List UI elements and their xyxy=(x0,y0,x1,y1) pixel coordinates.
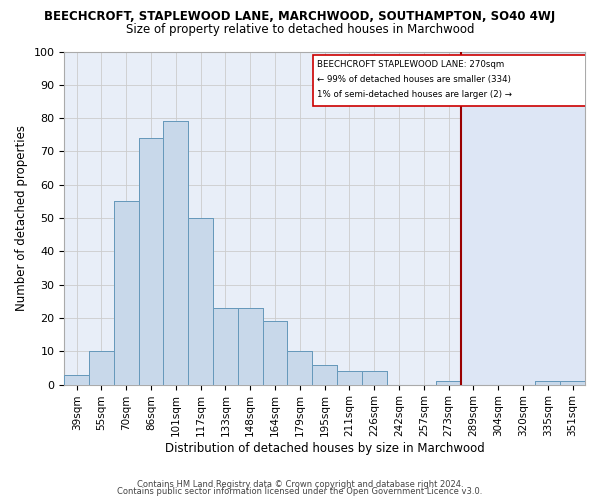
Bar xyxy=(89,352,114,384)
Bar xyxy=(64,374,89,384)
Bar xyxy=(287,352,312,384)
Bar xyxy=(213,308,238,384)
Y-axis label: Number of detached properties: Number of detached properties xyxy=(15,125,28,311)
Bar xyxy=(535,382,560,384)
Bar xyxy=(238,308,263,384)
Bar xyxy=(312,364,337,384)
Text: Size of property relative to detached houses in Marchwood: Size of property relative to detached ho… xyxy=(126,22,474,36)
Bar xyxy=(560,382,585,384)
Bar xyxy=(337,372,362,384)
Bar xyxy=(64,374,89,384)
Bar xyxy=(188,218,213,384)
Bar xyxy=(188,218,213,384)
Bar xyxy=(213,308,238,384)
Text: BEECHCROFT, STAPLEWOOD LANE, MARCHWOOD, SOUTHAMPTON, SO40 4WJ: BEECHCROFT, STAPLEWOOD LANE, MARCHWOOD, … xyxy=(44,10,556,23)
X-axis label: Distribution of detached houses by size in Marchwood: Distribution of detached houses by size … xyxy=(165,442,485,455)
Bar xyxy=(362,372,386,384)
Text: Contains public sector information licensed under the Open Government Licence v3: Contains public sector information licen… xyxy=(118,487,482,496)
Bar xyxy=(362,372,386,384)
Bar xyxy=(139,138,163,384)
Bar xyxy=(436,382,461,384)
Bar xyxy=(114,202,139,384)
FancyBboxPatch shape xyxy=(313,55,591,106)
Bar xyxy=(89,352,114,384)
Bar xyxy=(560,382,585,384)
Text: Contains HM Land Registry data © Crown copyright and database right 2024.: Contains HM Land Registry data © Crown c… xyxy=(137,480,463,489)
Bar xyxy=(461,52,585,384)
Bar xyxy=(287,352,312,384)
Bar xyxy=(535,382,560,384)
Text: 1% of semi-detached houses are larger (2) →: 1% of semi-detached houses are larger (2… xyxy=(317,90,512,99)
Bar xyxy=(263,322,287,384)
Bar xyxy=(163,122,188,384)
Bar xyxy=(436,382,461,384)
Bar xyxy=(238,308,263,384)
Bar xyxy=(114,202,139,384)
Bar xyxy=(312,364,337,384)
Bar xyxy=(337,372,362,384)
Bar xyxy=(163,122,188,384)
Text: BEECHCROFT STAPLEWOOD LANE: 270sqm: BEECHCROFT STAPLEWOOD LANE: 270sqm xyxy=(317,60,505,69)
Bar xyxy=(263,322,287,384)
Text: ← 99% of detached houses are smaller (334): ← 99% of detached houses are smaller (33… xyxy=(317,75,511,84)
Bar xyxy=(139,138,163,384)
